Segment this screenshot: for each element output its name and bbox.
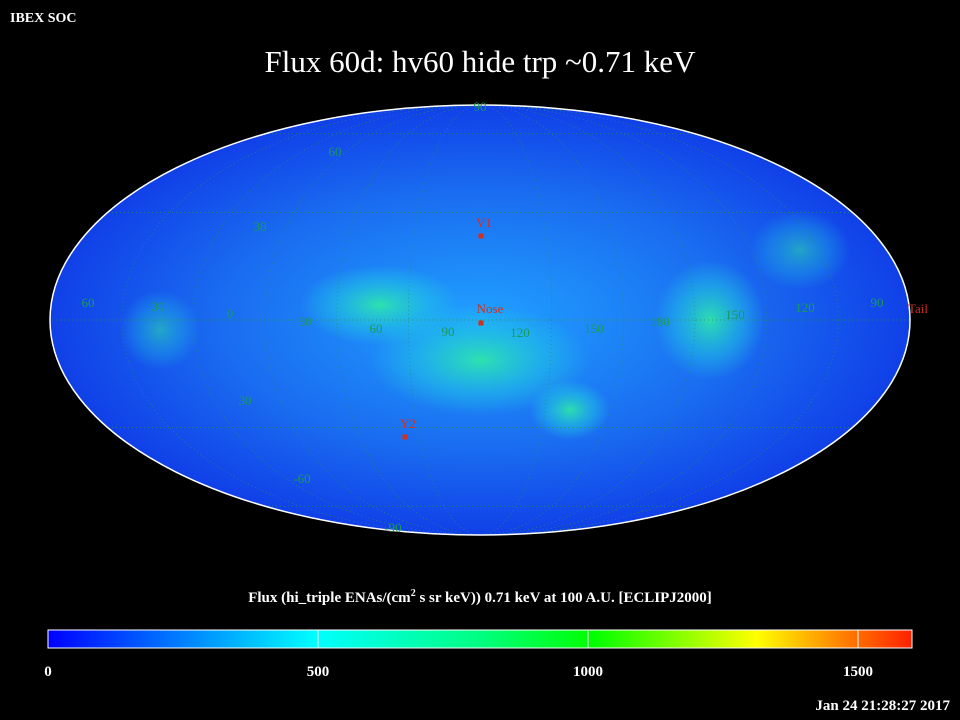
grid-label: 90 [871,295,884,310]
marker-label: V1 [476,215,492,230]
meridian [121,105,839,535]
label-text: s sr keV)) 0.71 keV at 100 A.U. [ECLIPJ2… [416,590,712,606]
grid-label: 30 [254,219,267,234]
grid-label: -60 [293,471,310,486]
marker-dot [478,320,484,326]
grid-label: 90 [474,99,487,114]
tick-label: 1000 [573,664,603,680]
title: Flux 60d: hv60 hide trp ~0.71 keV [265,44,697,79]
flux-region [120,290,200,370]
grid-label: 60 [329,144,342,159]
colorbar [47,629,913,649]
colorbar-label: Flux (hi_triple ENAs/(cm2 s sr keV)) 0.7… [248,588,712,606]
grid-label: 90 [442,324,455,339]
marker-label: Tail [908,301,928,316]
grid-label: 120 [795,300,815,315]
marker-dot [402,434,408,440]
grid-label: 180 [650,314,670,329]
source: IBEX SOC [10,11,77,26]
marker-label: Nose [477,301,504,316]
marker-dot [478,233,484,239]
label-text: Flux (hi_triple ENAs/(cm [248,590,411,606]
tick-label: 0 [44,664,52,680]
grid-label: 60 [82,295,95,310]
sky-map [50,105,910,535]
grid-label: 150 [725,307,745,322]
grid-label: 30 [152,299,165,314]
flux-region [655,260,765,380]
grid-label: 120 [510,325,530,340]
grid-label: 0 [227,306,234,321]
grid-label: 30 [299,314,312,329]
map-border [49,104,911,536]
meridian [192,105,768,535]
marker-label: Y2 [400,416,416,431]
flux-region [750,210,850,290]
meridian [407,105,553,535]
grid-label: -90 [384,520,401,535]
tick-label: 500 [307,664,330,680]
label-superscript: 2 [411,588,416,599]
grid-label: 30 [239,393,252,408]
grid-label: 150 [584,321,604,336]
meridian [264,105,696,535]
flux-region [370,305,590,415]
grid-label: 60 [370,321,383,336]
tick-label: 1500 [843,664,873,680]
timestamp: Jan 24 21:28:27 2017 [815,698,950,714]
flux-region [530,380,610,440]
